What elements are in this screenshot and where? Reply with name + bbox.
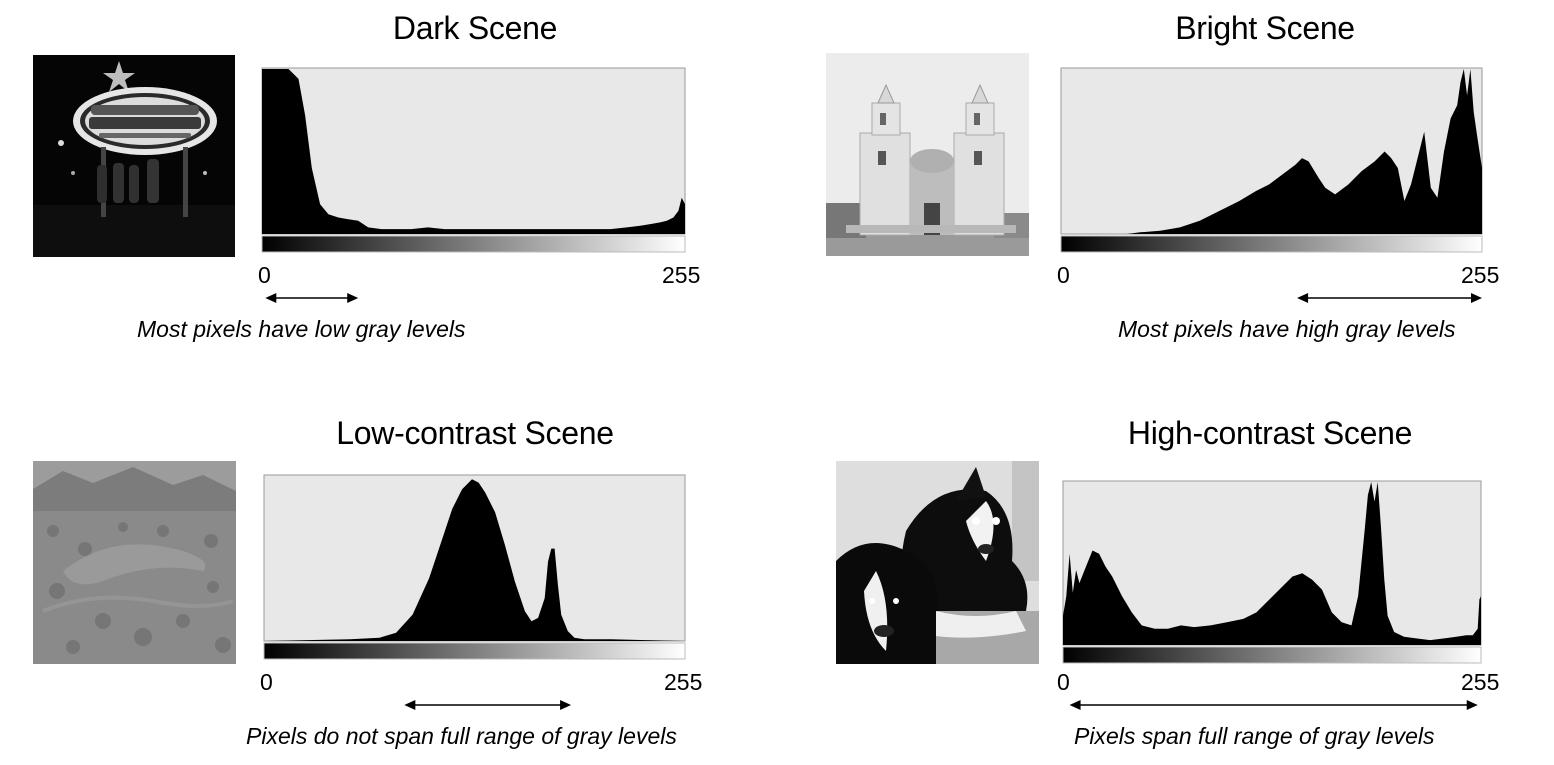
tick-max: 255 <box>1461 669 1500 695</box>
gray-level-gradient-bar <box>261 235 686 253</box>
tick-max: 255 <box>664 669 703 695</box>
dark-caption: Most pixels have low gray levels <box>137 316 466 342</box>
range-arrow <box>262 288 686 308</box>
histogram-area <box>1061 69 1482 234</box>
bright-histogram <box>1060 67 1485 256</box>
gray-level-gradient-bar <box>1062 646 1482 664</box>
range-arrow <box>1063 695 1487 715</box>
histogram-area <box>264 479 685 641</box>
high-contrast-scene-title: High-contrast Scene <box>1127 415 1413 451</box>
histogram-area <box>262 69 685 234</box>
dogs-photo-icon <box>836 461 1039 664</box>
dark-scene-title: Dark Scene <box>392 10 558 46</box>
low-contrast-caption: Pixels do not span full range of gray le… <box>246 723 677 749</box>
high-contrast-histogram <box>1062 480 1487 667</box>
low-contrast-histogram <box>263 474 688 663</box>
desert-photo-icon <box>33 461 236 664</box>
low-contrast-scene-title: Low-contrast Scene <box>336 415 614 451</box>
night-sign-photo-icon <box>33 55 235 257</box>
gray-level-gradient-bar <box>1060 235 1483 253</box>
tick-min: 0 <box>260 669 273 695</box>
histogram-area <box>1063 482 1481 645</box>
gray-level-gradient-bar <box>263 642 686 660</box>
tick-min: 0 <box>1057 669 1070 695</box>
range-arrow <box>1061 288 1485 308</box>
tick-min: 0 <box>258 262 271 288</box>
dark-histogram <box>261 67 686 256</box>
tick-max: 255 <box>662 262 701 288</box>
bright-scene-title: Bright Scene <box>1175 10 1355 46</box>
church-photo-icon <box>826 53 1029 256</box>
histogram-frame <box>261 67 686 235</box>
tick-max: 255 <box>1461 262 1500 288</box>
tick-min: 0 <box>1057 262 1070 288</box>
range-arrow <box>264 695 688 715</box>
high-contrast-caption: Pixels span full range of gray levels <box>1074 723 1435 749</box>
bright-caption: Most pixels have high gray levels <box>1118 316 1456 342</box>
